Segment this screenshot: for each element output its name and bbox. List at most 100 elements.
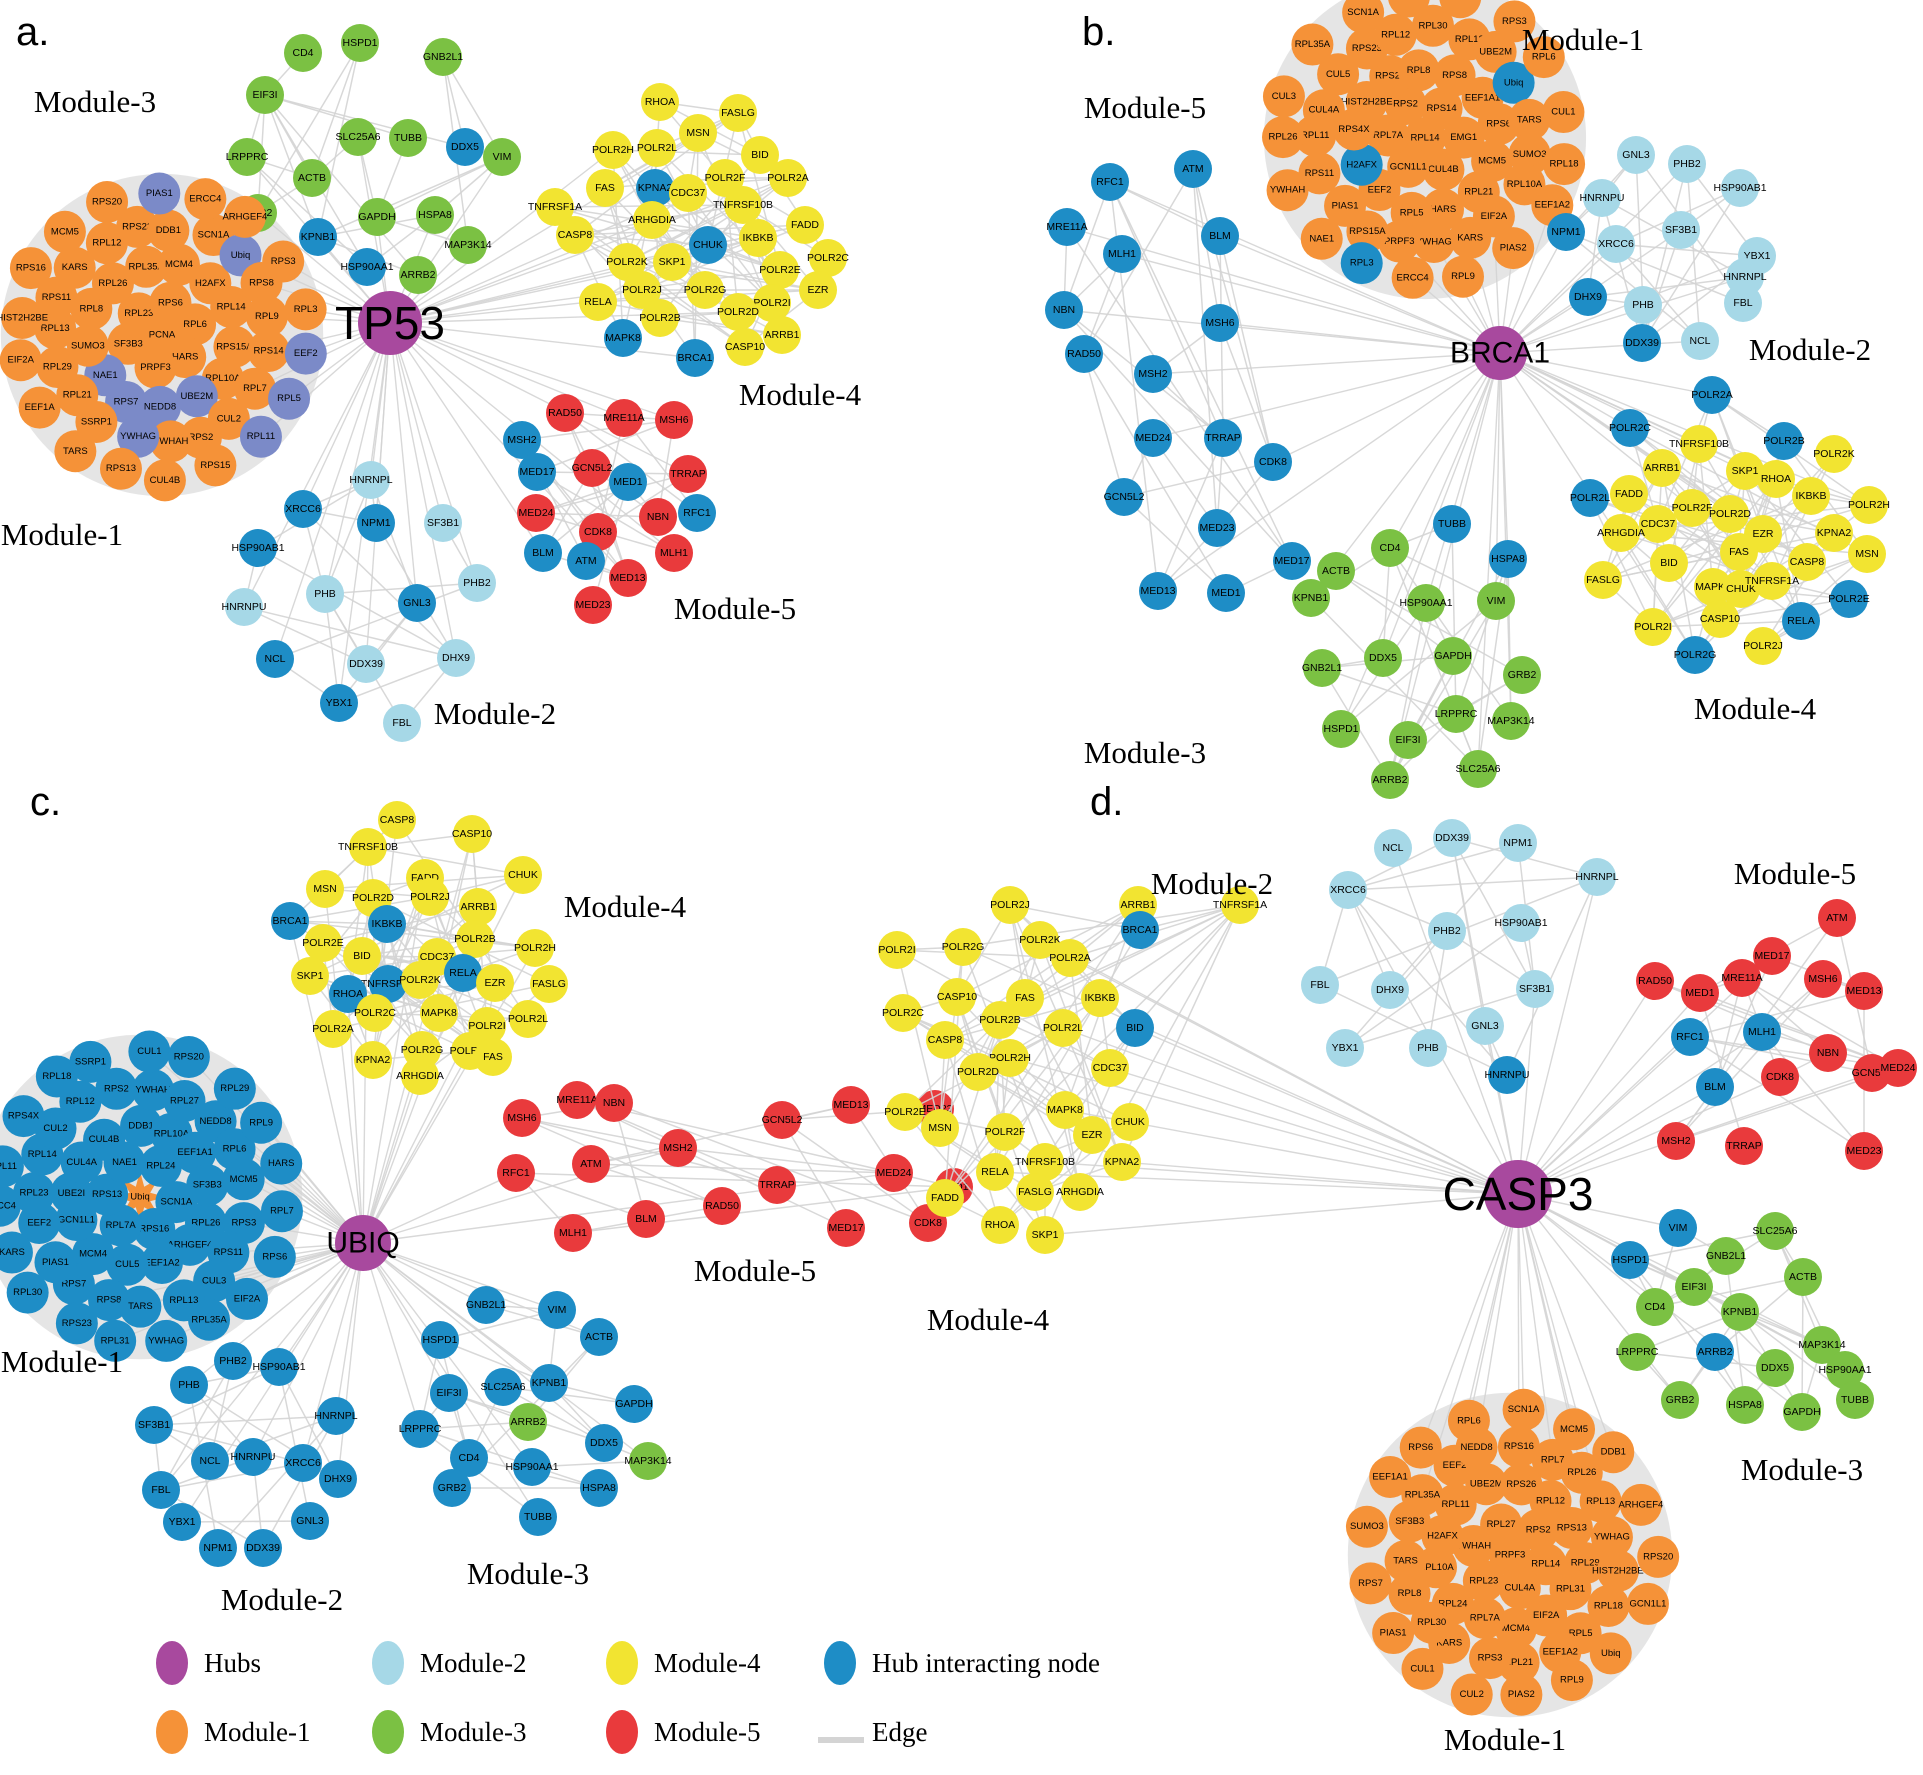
node-MED17[interactable]: MED17 bbox=[1273, 542, 1311, 580]
node-GAPDH[interactable]: GAPDH bbox=[1783, 1393, 1821, 1431]
node-DHX9[interactable]: DHX9 bbox=[437, 639, 475, 677]
node-GNB2L1[interactable]: GNB2L1 bbox=[466, 1286, 506, 1324]
node-RPS13[interactable]: RPS13 bbox=[99, 447, 142, 490]
node-HSPA8[interactable]: HSPA8 bbox=[580, 1469, 618, 1507]
node-PHB2[interactable]: PHB2 bbox=[1428, 912, 1466, 950]
node-RFC1[interactable]: RFC1 bbox=[1671, 1018, 1709, 1056]
node-GNB2L1[interactable]: GNB2L1 bbox=[1302, 649, 1342, 687]
node-PIAS2[interactable]: PIAS2 bbox=[1500, 1673, 1543, 1716]
node-SKP1[interactable]: SKP1 bbox=[291, 957, 329, 995]
node-CD4[interactable]: CD4 bbox=[284, 34, 322, 72]
node-PIAS2[interactable]: PIAS2 bbox=[1492, 227, 1535, 270]
node-SF3B1[interactable]: SF3B1 bbox=[424, 504, 462, 542]
node-VIM[interactable]: VIM bbox=[1659, 1209, 1697, 1247]
node-EIF2A[interactable]: EIF2A bbox=[0, 339, 42, 382]
node-ERCC4[interactable]: ERCC4 bbox=[1391, 256, 1434, 299]
node-RPS20[interactable]: RPS20 bbox=[167, 1035, 210, 1078]
node-DDX39[interactable]: DDX39 bbox=[1433, 819, 1471, 857]
node-BRCA1[interactable]: BRCA1 bbox=[676, 339, 714, 377]
node-FAS[interactable]: FAS bbox=[1720, 533, 1758, 571]
node-MSH2[interactable]: MSH2 bbox=[1134, 355, 1172, 393]
node-CASP8[interactable]: CASP8 bbox=[1788, 543, 1826, 581]
node-RFC1[interactable]: RFC1 bbox=[1091, 163, 1129, 201]
node-SKP1[interactable]: SKP1 bbox=[653, 243, 691, 281]
node-FAS[interactable]: FAS bbox=[586, 169, 624, 207]
node-XRCC6[interactable]: XRCC6 bbox=[284, 490, 322, 528]
node-DDX5[interactable]: DDX5 bbox=[1364, 639, 1402, 677]
node-H2AFX[interactable]: H2AFX bbox=[1340, 143, 1383, 186]
node-NCL[interactable]: NCL bbox=[1681, 322, 1719, 360]
node-KPNB1[interactable]: KPNB1 bbox=[1721, 1293, 1759, 1331]
node-ARRB1[interactable]: ARRB1 bbox=[763, 316, 801, 354]
node-PIAS1[interactable]: PIAS1 bbox=[138, 172, 181, 215]
node-RPS3[interactable]: RPS3 bbox=[262, 240, 305, 283]
node-HSPD1[interactable]: HSPD1 bbox=[1322, 710, 1360, 748]
node-MED23[interactable]: MED23 bbox=[574, 586, 612, 624]
node-MED17[interactable]: MED17 bbox=[518, 453, 556, 491]
node-Ubiq[interactable]: Ubiq bbox=[1589, 1632, 1632, 1675]
node-VIM[interactable]: VIM bbox=[483, 138, 521, 176]
node-MED13[interactable]: MED13 bbox=[609, 559, 647, 597]
node-RPL9[interactable]: RPL9 bbox=[1550, 1659, 1593, 1702]
node-YBX1[interactable]: YBX1 bbox=[163, 1503, 201, 1541]
node-EIF3I[interactable]: EIF3I bbox=[430, 1374, 468, 1412]
node-PHB[interactable]: PHB bbox=[170, 1366, 208, 1404]
node-EIF3I[interactable]: EIF3I bbox=[246, 76, 284, 114]
node-MLH1[interactable]: MLH1 bbox=[554, 1214, 592, 1252]
node-GNL3[interactable]: GNL3 bbox=[291, 1502, 329, 1540]
node-YBX1[interactable]: YBX1 bbox=[1326, 1029, 1364, 1067]
node-TARS[interactable]: TARS bbox=[119, 1285, 162, 1328]
node-POLR2A[interactable]: POLR2A bbox=[312, 1010, 354, 1048]
node-HSPD1[interactable]: HSPD1 bbox=[341, 24, 379, 62]
node-GAPDH[interactable]: GAPDH bbox=[358, 198, 396, 236]
node-RPL6[interactable]: RPL6 bbox=[1447, 1399, 1490, 1442]
node-VIM[interactable]: VIM bbox=[538, 1291, 576, 1329]
node-CHUK[interactable]: CHUK bbox=[504, 856, 542, 894]
node-HSP90AA1[interactable]: HSP90AA1 bbox=[1399, 584, 1453, 622]
node-CD4[interactable]: CD4 bbox=[1636, 1288, 1674, 1326]
node-HSPA8[interactable]: HSPA8 bbox=[1489, 540, 1527, 578]
node-POLR2B[interactable]: POLR2B bbox=[1763, 422, 1805, 460]
node-NBN[interactable]: NBN bbox=[639, 498, 677, 536]
node-SKP1[interactable]: SKP1 bbox=[1026, 1216, 1064, 1254]
node-SF3B1[interactable]: SF3B1 bbox=[135, 1406, 173, 1444]
node-MSH2[interactable]: MSH2 bbox=[1657, 1122, 1695, 1160]
node-RELA[interactable]: RELA bbox=[579, 283, 617, 321]
node-POLR2L[interactable]: POLR2L bbox=[508, 1000, 548, 1038]
node-MSN[interactable]: MSN bbox=[921, 1109, 959, 1147]
node-HSP90AA1[interactable]: HSP90AA1 bbox=[505, 1448, 559, 1486]
node-PIAS1[interactable]: PIAS1 bbox=[1372, 1612, 1415, 1655]
node-CDK8[interactable]: CDK8 bbox=[1761, 1058, 1799, 1096]
node-RPL29[interactable]: RPL29 bbox=[36, 346, 79, 389]
node-MLH1[interactable]: MLH1 bbox=[655, 534, 693, 572]
node-MRE11A[interactable]: MRE11A bbox=[556, 1081, 598, 1119]
node-KPNA2[interactable]: KPNA2 bbox=[1103, 1143, 1141, 1181]
node-XRCC6[interactable]: XRCC6 bbox=[1597, 225, 1635, 263]
node-RAD50[interactable]: RAD50 bbox=[703, 1187, 741, 1225]
node-EZR[interactable]: EZR bbox=[1073, 1116, 1111, 1154]
node-ARRB2[interactable]: ARRB2 bbox=[509, 1403, 547, 1441]
node-POLR2J[interactable]: POLR2J bbox=[1743, 627, 1783, 665]
node-MAPK8[interactable]: MAPK8 bbox=[604, 319, 642, 357]
node-GNL3[interactable]: GNL3 bbox=[398, 584, 436, 622]
node-RAD50[interactable]: RAD50 bbox=[1065, 335, 1103, 373]
node-SSRP1[interactable]: SSRP1 bbox=[69, 1040, 112, 1083]
node-MCM5[interactable]: MCM5 bbox=[43, 210, 86, 253]
node-ATM[interactable]: ATM bbox=[567, 542, 605, 580]
node-MAP3K14[interactable]: MAP3K14 bbox=[1487, 702, 1535, 740]
node-ATM[interactable]: ATM bbox=[1818, 899, 1856, 937]
node-HSPD1[interactable]: HSPD1 bbox=[1611, 1241, 1649, 1279]
node-IKBKB[interactable]: IKBKB bbox=[1081, 979, 1119, 1017]
node-MSH6[interactable]: MSH6 bbox=[1201, 304, 1239, 342]
node-RPL8[interactable]: RPL8 bbox=[1397, 49, 1440, 92]
node-CUL1[interactable]: CUL1 bbox=[1542, 91, 1585, 134]
node-ATM[interactable]: ATM bbox=[572, 1145, 610, 1183]
node-TRRAP[interactable]: TRRAP bbox=[669, 455, 707, 493]
node-KARS[interactable]: KARS bbox=[1449, 216, 1492, 259]
node-YBX1[interactable]: YBX1 bbox=[320, 684, 358, 722]
node-MSH6[interactable]: MSH6 bbox=[1804, 960, 1842, 998]
node-RPL11[interactable]: RPL11 bbox=[239, 415, 282, 458]
node-RPL30[interactable]: RPL30 bbox=[6, 1271, 49, 1314]
node-TARS[interactable]: TARS bbox=[1384, 1540, 1427, 1583]
node-MED24[interactable]: MED24 bbox=[1134, 419, 1172, 457]
